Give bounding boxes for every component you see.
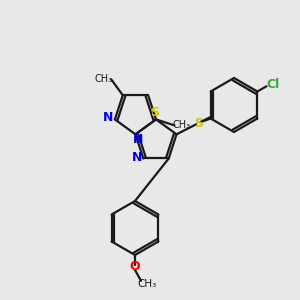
Text: S: S [194,117,203,130]
Text: Cl: Cl [266,78,280,91]
Text: O: O [130,260,140,273]
Text: N: N [131,152,142,164]
Text: CH₃: CH₃ [95,74,113,85]
Text: CH₃: CH₃ [137,279,157,290]
Text: N: N [133,133,144,146]
Text: S: S [151,106,160,119]
Text: N: N [103,111,113,124]
Text: CH₃: CH₃ [173,120,191,130]
